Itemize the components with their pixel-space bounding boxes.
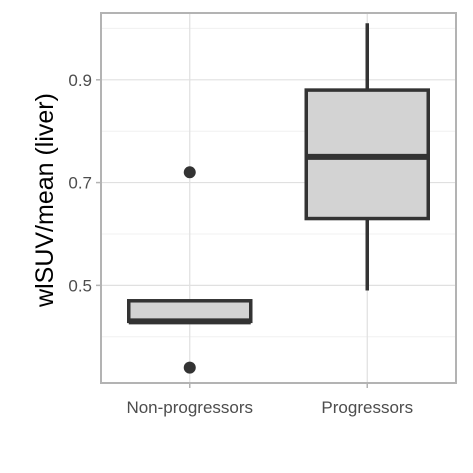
iqr-box [127,299,253,324]
outlier-point [183,166,196,179]
y-axis-title: wlSUV/mean (liver) [31,93,59,308]
boxes [127,23,430,374]
x-tick-label: Progressors [321,398,413,417]
y-tick-label: 0.5 [68,276,92,295]
y-tick-label: 0.9 [68,71,92,90]
box-non-progressors [127,166,253,374]
panel-border [100,12,457,384]
y-tick-label: 0.7 [68,174,92,193]
box-progressors [304,23,430,291]
x-axis-ticks: Non-progressors Progressors [126,383,413,417]
outlier-point [183,361,196,374]
y-axis-ticks: 0.5 0.7 0.9 [68,71,101,295]
x-tick-label: Non-progressors [126,398,253,417]
